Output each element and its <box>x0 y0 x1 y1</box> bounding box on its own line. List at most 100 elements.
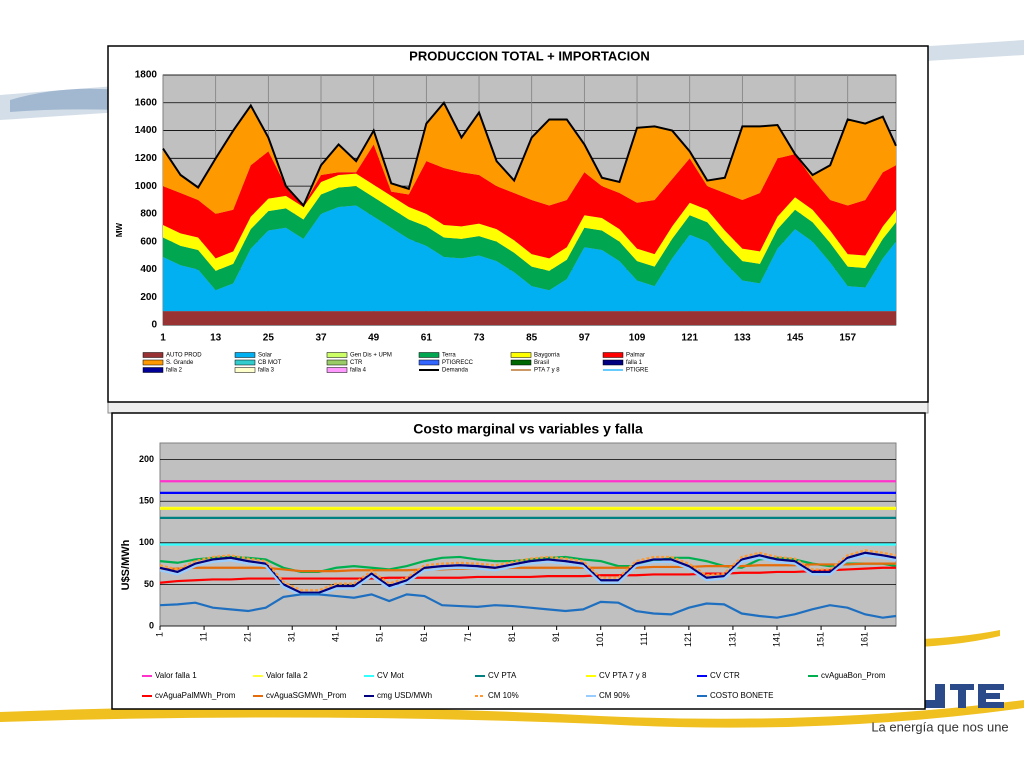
legend-swatch <box>326 352 348 358</box>
legend-label: CM 10% <box>488 691 519 700</box>
legend-label: cmg USD/MWh <box>377 691 432 700</box>
legend-label: Baygorria <box>534 353 560 359</box>
x-tick-label: 101 <box>595 632 605 647</box>
line <box>159 562 896 573</box>
y-axis-label: U$S/MWh <box>120 539 132 590</box>
x-tick-label: 71 <box>463 632 473 642</box>
x-tick-label: 51 <box>375 632 385 642</box>
y-tick-label: 200 <box>139 454 154 464</box>
legend-swatch <box>510 359 532 366</box>
legend-label: Gen Dis + UPM <box>350 353 392 359</box>
y-tick-label: 0 <box>151 320 157 331</box>
legend-swatch <box>326 359 348 366</box>
y-tick-label: 0 <box>149 620 154 630</box>
legend-swatch <box>142 352 164 358</box>
area <box>163 186 896 291</box>
legend-swatch <box>418 352 440 358</box>
legend-label: PTIGRECC <box>442 360 474 366</box>
area <box>163 102 896 214</box>
legend-label: Valor falla 1 <box>155 671 197 680</box>
x-tick-label: 73 <box>473 333 485 344</box>
y-tick-label: 1400 <box>135 125 158 136</box>
x-tick-label: 49 <box>368 333 380 344</box>
plot-marks <box>159 480 897 619</box>
legend-label: Solar <box>258 353 272 359</box>
y-tick-label: 1800 <box>135 70 158 81</box>
legend-label: CB MOT <box>258 360 282 366</box>
separator <box>107 401 929 414</box>
legend-label: cvAguaSGMWh_Prom <box>266 691 347 700</box>
x-tick-label: 91 <box>551 632 561 642</box>
x-tick-label: 41 <box>331 632 341 642</box>
legend: AUTO PROD Solar Gen Dis + UPM Terra Baygorri… <box>142 352 648 374</box>
y-tick-label: 1200 <box>135 153 158 164</box>
legend: Valor falla 1 Valor falla 2 CV Mot CV PTA CV… <box>142 671 886 700</box>
legend-swatch <box>142 367 164 373</box>
legend-label: cvAguaPalMWh_Prom <box>155 691 236 700</box>
legend-label: AUTO PROD <box>166 353 202 359</box>
legend-label: CV CTR <box>710 671 740 680</box>
y-tick-label: 800 <box>140 209 157 220</box>
x-tick-label: 97 <box>579 333 591 344</box>
x-tick-label: 37 <box>315 333 327 344</box>
line <box>159 554 897 597</box>
line <box>159 566 896 584</box>
y-tick-label: 200 <box>140 292 157 303</box>
y-tick-label: 100 <box>139 537 154 547</box>
x-tick-label: 25 <box>263 333 275 344</box>
legend-label: Palmar <box>626 353 645 359</box>
x-tick-label: 11 <box>198 632 208 641</box>
y-tick-label: 600 <box>140 236 157 247</box>
x-tick-label: 157 <box>839 333 856 344</box>
legend-label: CM 90% <box>599 691 630 700</box>
legend-label: CV PTA 7 y 8 <box>599 671 647 680</box>
legend-label: Demanda <box>442 368 469 374</box>
legend-swatch <box>234 352 256 358</box>
chart-title: Costo marginal vs variables y falla <box>413 421 643 437</box>
legend-label: Valor falla 2 <box>266 671 308 680</box>
x-tick-label: 61 <box>421 333 433 344</box>
tagline: La energía que nos une <box>871 719 1008 734</box>
x-tick-label: 21 <box>243 632 253 642</box>
x-tick-label: 85 <box>526 333 538 344</box>
x-tick-label: 1 <box>160 333 166 344</box>
x-tick-label: 61 <box>419 632 429 642</box>
y-tick-label: 1600 <box>135 97 158 108</box>
legend-label: PTIGRE <box>626 368 648 374</box>
chart: Costo marginal vs variables y falla 0 50 10… <box>111 412 926 710</box>
x-tick-label: 161 <box>860 632 870 647</box>
legend-label: CV PTA <box>488 671 517 680</box>
legend-label: COSTO BONETE <box>710 691 773 700</box>
y-axis-label: MW <box>115 222 124 237</box>
x-tick-label: 111 <box>639 632 649 646</box>
legend-label: CV Mot <box>377 671 404 680</box>
x-tick-label: 121 <box>681 333 698 344</box>
x-tick-label: 109 <box>629 333 646 344</box>
x-tick-label: 1 <box>154 632 164 637</box>
legend-swatch <box>510 352 532 358</box>
legend-label: PTA 7 y 8 <box>534 368 560 374</box>
legend-label: falla 3 <box>258 368 275 374</box>
line <box>159 551 897 594</box>
x-tick-label: 145 <box>787 333 804 344</box>
plot-area <box>159 442 897 627</box>
y-tick-label: 400 <box>140 264 157 275</box>
legend-swatch <box>142 359 164 366</box>
x-tick-label: 133 <box>734 333 751 344</box>
x-tick-label: 31 <box>287 632 297 642</box>
line <box>159 549 897 592</box>
x-tick-label: 131 <box>727 632 737 647</box>
legend-swatch <box>418 359 440 366</box>
legend-swatch <box>602 352 624 358</box>
x-tick-label: 81 <box>507 632 517 642</box>
legend-label: cvAguaBon_Prom <box>821 671 886 680</box>
legend-label: Brasil <box>534 360 549 366</box>
y-tick-label: 150 <box>139 496 154 506</box>
x-tick-label: 141 <box>771 632 781 647</box>
legend-swatch <box>234 359 256 366</box>
legend-swatch <box>602 359 624 366</box>
x-tick-label: 151 <box>815 632 825 647</box>
x-tick-label: 121 <box>683 632 693 647</box>
legend-swatch <box>234 367 256 373</box>
